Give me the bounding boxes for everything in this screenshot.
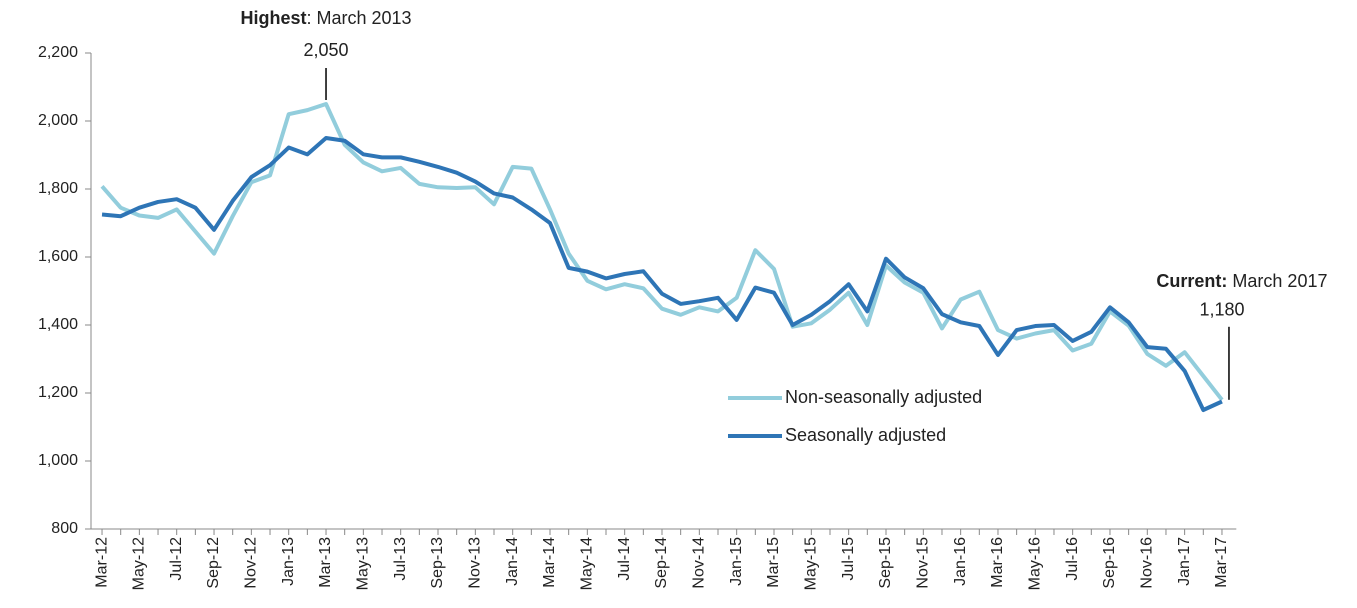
y-tick-label: 2,000 [38,112,78,129]
x-tick-label: Nov-13 [467,537,484,589]
annotation-title: Highest: March 2013 [240,8,411,28]
x-tick-label: Jul-12 [168,537,185,581]
x-tick-label: Jan-17 [1176,537,1193,586]
annotation-title-bold: Current: [1156,271,1227,291]
x-tick-label: Jan-13 [280,537,297,586]
y-tick-label: 1,000 [38,452,78,469]
y-tick-label: 1,600 [38,248,78,265]
annotation-title-text: : March 2013 [306,8,411,28]
x-tick-label: Jan-15 [728,537,745,586]
y-tick-label: 1,800 [38,180,78,197]
annotation-title: Current: March 2017 [1156,271,1327,291]
x-tick-label: Sep-16 [1101,537,1118,589]
series-line [100,102,1224,402]
annotation-value: 1,180 [1199,300,1244,320]
x-tick-label: Nov-14 [691,537,708,589]
x-tick-label: Mar-16 [989,537,1006,588]
legend-label: Seasonally adjusted [785,425,946,445]
x-tick-label: Sep-13 [429,537,446,589]
x-tick-label: Jan-14 [504,537,521,586]
annotation-value: 2,050 [303,40,348,60]
y-tick-label: 1,400 [38,316,78,333]
y-tick-label: 1,200 [38,384,78,401]
x-tick-label: Nov-16 [1139,537,1156,589]
x-tick-label: Mar-12 [93,537,110,588]
x-tick-label: Mar-13 [317,537,334,588]
x-tick-label: Sep-15 [877,537,894,589]
x-tick-label: Mar-14 [541,537,558,588]
x-tick-label: May-13 [355,537,372,590]
series-line [101,136,1223,412]
x-tick-label: Jul-14 [616,537,633,581]
x-tick-label: Jul-16 [1064,537,1081,581]
annotation-title-bold: Highest [240,8,306,28]
x-tick-label: Sep-12 [205,537,222,589]
x-tick-label: May-12 [131,537,148,590]
y-tick-label: 800 [51,520,78,537]
y-tick-label: 2,200 [38,44,78,61]
x-tick-label: Jan-16 [952,537,969,586]
x-tick-label: May-15 [803,537,820,590]
x-tick-label: Nov-15 [915,537,932,589]
x-tick-label: Jul-15 [840,537,857,581]
annotation-title-text: March 2017 [1227,271,1327,291]
x-tick-label: Mar-17 [1213,537,1230,588]
x-tick-label: Jul-13 [392,537,409,581]
x-tick-label: May-16 [1027,537,1044,590]
x-tick-label: Mar-15 [765,537,782,588]
x-tick-label: Nov-12 [243,537,260,589]
legend-label: Non-seasonally adjusted [785,387,982,407]
x-tick-label: Sep-14 [653,537,670,589]
x-tick-label: May-14 [579,537,596,590]
